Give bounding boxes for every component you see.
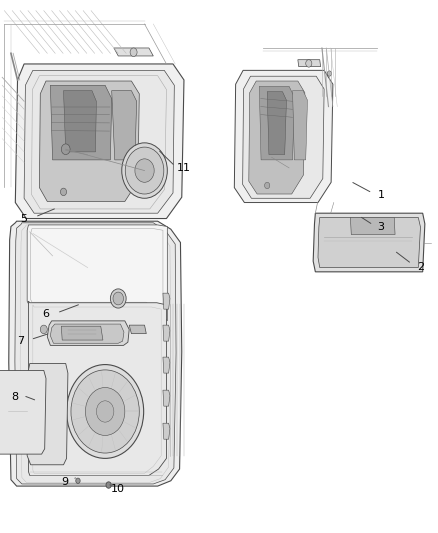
Polygon shape (259, 86, 294, 160)
Circle shape (61, 144, 70, 155)
Text: 9: 9 (61, 478, 68, 487)
Circle shape (0, 399, 21, 431)
Polygon shape (163, 325, 170, 341)
Circle shape (110, 289, 126, 308)
Circle shape (60, 188, 67, 196)
Circle shape (3, 408, 13, 421)
Polygon shape (27, 364, 68, 465)
Circle shape (327, 71, 332, 76)
Circle shape (106, 482, 111, 488)
Circle shape (265, 182, 270, 189)
Text: 1: 1 (378, 190, 385, 199)
Text: 11: 11 (177, 163, 191, 173)
Polygon shape (15, 64, 184, 219)
Polygon shape (163, 423, 170, 439)
Circle shape (306, 60, 312, 67)
Polygon shape (114, 48, 153, 56)
Polygon shape (27, 225, 167, 321)
Circle shape (67, 365, 144, 458)
Polygon shape (163, 357, 170, 373)
Polygon shape (267, 92, 286, 155)
Circle shape (85, 387, 125, 435)
Polygon shape (47, 321, 129, 345)
Polygon shape (15, 223, 176, 484)
Text: 2: 2 (417, 262, 424, 271)
Polygon shape (293, 91, 307, 160)
Text: 8: 8 (11, 392, 18, 402)
Circle shape (135, 159, 154, 182)
Polygon shape (39, 81, 139, 201)
Polygon shape (9, 221, 182, 486)
Polygon shape (298, 60, 321, 67)
Polygon shape (350, 217, 395, 235)
Circle shape (0, 382, 35, 448)
Circle shape (0, 387, 31, 442)
Text: 5: 5 (21, 214, 28, 223)
Polygon shape (249, 81, 305, 194)
Text: 6: 6 (42, 310, 49, 319)
Polygon shape (50, 324, 124, 343)
Polygon shape (163, 293, 170, 309)
Polygon shape (313, 213, 425, 272)
Polygon shape (0, 370, 46, 454)
Circle shape (96, 401, 114, 422)
Circle shape (122, 143, 167, 198)
Circle shape (113, 292, 124, 305)
Polygon shape (61, 326, 103, 340)
Text: 3: 3 (378, 222, 385, 231)
Polygon shape (112, 91, 137, 160)
Polygon shape (318, 217, 420, 268)
Circle shape (130, 48, 137, 56)
Polygon shape (163, 390, 170, 406)
Polygon shape (24, 70, 174, 213)
Polygon shape (64, 91, 96, 152)
Polygon shape (243, 76, 324, 198)
Polygon shape (129, 325, 146, 334)
Circle shape (71, 370, 139, 453)
Text: 10: 10 (110, 484, 124, 494)
Polygon shape (234, 70, 333, 203)
Circle shape (40, 325, 47, 334)
Text: 7: 7 (18, 336, 25, 346)
Polygon shape (50, 85, 112, 160)
Circle shape (76, 478, 80, 483)
Circle shape (125, 147, 164, 194)
Polygon shape (28, 301, 166, 475)
